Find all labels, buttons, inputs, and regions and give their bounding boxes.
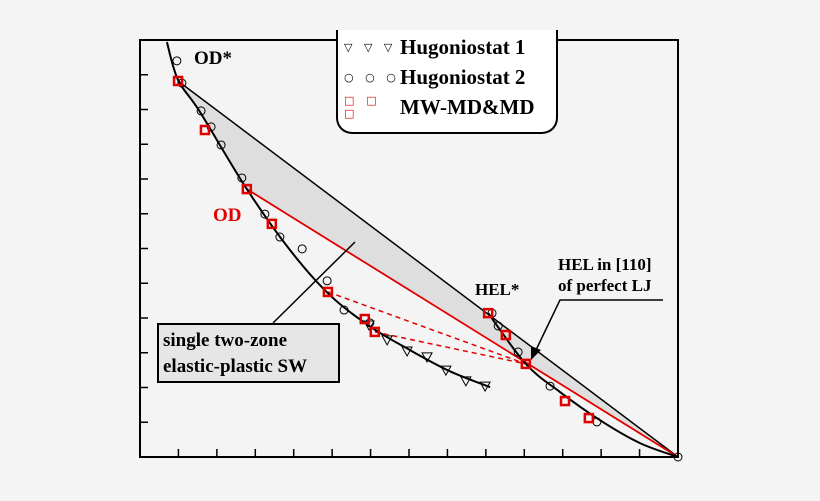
data-point-square <box>500 329 512 341</box>
label-od: OD <box>213 205 242 226</box>
data-point-square <box>199 124 211 136</box>
data-point-circle <box>275 232 285 242</box>
annotation-box-sw: single two-zone elastic-plastic SW <box>157 323 340 383</box>
legend-item-hugoniostat-2: ○ ○ ○ Hugoniostat 2 <box>338 64 525 90</box>
data-point-triangle <box>440 365 452 377</box>
label-od-star: OD* <box>194 48 232 69</box>
circle-marker-icon: ○ ○ ○ <box>344 70 400 84</box>
triangle-marker-icon: ▽ ▽ ▽ <box>344 40 397 54</box>
data-point-square <box>322 286 334 298</box>
label-hel-110: HEL in [110] <box>558 255 652 274</box>
data-point-triangle <box>381 335 393 346</box>
data-point-square <box>241 183 253 195</box>
data-point-circle <box>196 106 206 116</box>
data-point-square <box>369 326 381 338</box>
data-point-square <box>172 75 184 87</box>
data-point-triangle <box>460 376 472 387</box>
legend-item-mw-md: □ □ □ MW-MD&MD <box>338 94 535 120</box>
data-point-circle <box>260 209 270 219</box>
label-hel-star: HEL* <box>475 280 520 299</box>
data-point-triangle <box>421 352 433 363</box>
square-marker-icon: □ □ □ <box>344 94 381 120</box>
sw-leader-line <box>272 241 356 324</box>
legend: ▽ ▽ ▽ Hugoniostat 1 ○ ○ ○ Hugoniostat 2 … <box>336 30 558 134</box>
data-point-circle <box>339 305 349 315</box>
sw-line-2: elastic-plastic SW <box>163 356 308 377</box>
data-point-circle <box>297 244 307 254</box>
data-point-circle <box>322 276 332 286</box>
legend-item-hugoniostat-1: ▽ ▽ ▽ Hugoniostat 1 <box>338 34 525 60</box>
data-point-triangle <box>401 346 413 358</box>
label-perfect-lj: of perfect LJ <box>558 276 652 295</box>
data-point-square <box>482 307 494 319</box>
data-point-circle <box>237 173 247 183</box>
od-star-line <box>177 80 679 458</box>
data-point-triangle <box>479 381 491 393</box>
data-point-circle <box>673 452 683 462</box>
data-point-circle <box>513 347 523 357</box>
od-line <box>246 188 679 458</box>
data-point-square <box>520 358 532 370</box>
dashed-line <box>327 291 527 365</box>
data-point-circle <box>545 381 555 391</box>
dashed-line <box>374 331 526 365</box>
arrow-head-icon <box>531 346 541 360</box>
data-point-circle <box>216 140 226 150</box>
data-point-square <box>583 412 595 424</box>
data-point-square <box>266 218 278 230</box>
data-point-square <box>359 313 371 325</box>
hugoniot-curve <box>165 41 491 389</box>
hel-leader-line <box>535 299 663 351</box>
data-point-square <box>559 395 571 407</box>
data-point-circle <box>172 56 182 66</box>
data-point-circle <box>493 321 503 331</box>
sw-line-1: single two-zone <box>163 330 288 351</box>
